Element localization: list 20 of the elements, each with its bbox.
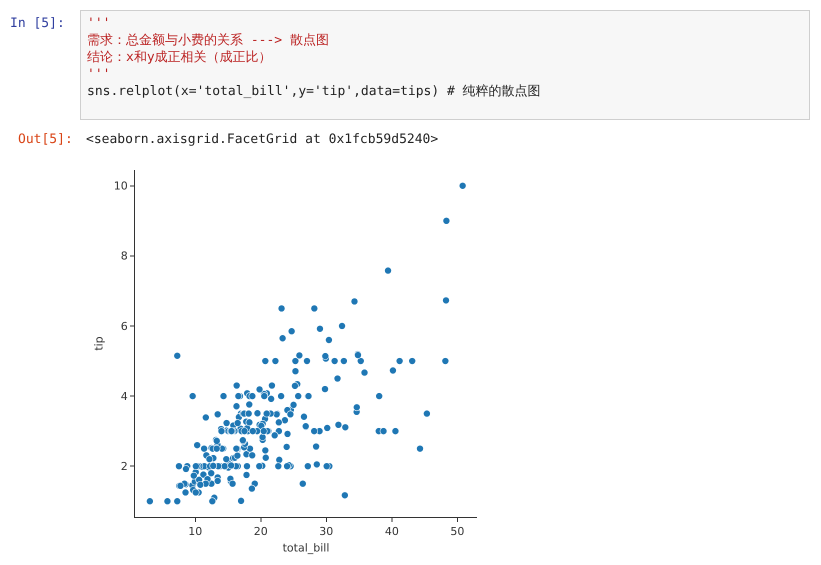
x-tick-label: 40 [384, 525, 399, 538]
y-tick-label: 10 [114, 180, 128, 193]
text: In [5]: [10, 16, 65, 31]
text: 结论：x和y成正相关（成正比） [87, 49, 273, 66]
text: sns.relplot(x='total_bill',y='tip',data=tips) # 纯粹的散点图 [87, 83, 542, 100]
text: ''' [87, 15, 112, 32]
y-tick-label: 2 [120, 460, 128, 474]
x-tick-label: 10 [188, 525, 202, 538]
text: <seaborn.axisgrid.FacetGrid at 0x1fcb59d5240> [86, 132, 438, 147]
x-tick-label: 20 [254, 525, 268, 538]
y-tick-label: 8 [120, 250, 128, 263]
y-tick-label: 4 [120, 390, 128, 403]
text: ''' [87, 66, 112, 83]
text: 需求：总金额与小费的关系 ---> 散点图 [87, 32, 330, 49]
y-axis-title: tip [92, 336, 106, 351]
x-tick-label: 50 [450, 525, 464, 538]
text: Out[5]: [18, 132, 73, 147]
x-axis-title: total_bill [282, 541, 330, 554]
x-tick-label: 30 [319, 525, 334, 538]
y-tick-label: 6 [120, 320, 128, 333]
